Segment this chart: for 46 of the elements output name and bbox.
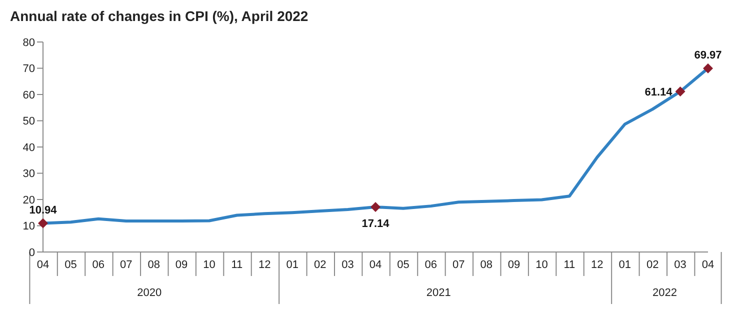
y-tick-label: 60 bbox=[22, 89, 35, 102]
x-tick-label: 09 bbox=[508, 259, 520, 271]
point bbox=[675, 86, 686, 97]
y-tick-label: 10 bbox=[22, 220, 35, 233]
x-tick-label: 07 bbox=[120, 259, 132, 271]
x-tick-label: 06 bbox=[92, 259, 105, 271]
point bbox=[38, 218, 48, 228]
y-tick-label: 20 bbox=[22, 194, 35, 206]
x-tick-label: 01 bbox=[286, 259, 298, 271]
y-tick-label: 70 bbox=[22, 63, 35, 76]
data-label: 10.94 bbox=[29, 204, 58, 216]
text: 2021 bbox=[426, 287, 451, 299]
point bbox=[370, 202, 380, 212]
x-tick-label: 03 bbox=[674, 259, 686, 271]
x-tick-label: 02 bbox=[314, 259, 326, 271]
text: 2020 bbox=[137, 287, 162, 299]
x-tick-label: 03 bbox=[342, 259, 354, 271]
x-tick-label: 04 bbox=[369, 259, 382, 271]
x-tick-label: 04 bbox=[36, 259, 50, 271]
x-tick-label: 08 bbox=[480, 259, 492, 271]
y-tick-label: 0 bbox=[28, 246, 35, 259]
y-tick-label: 80 bbox=[22, 36, 35, 49]
x-tick-label: 05 bbox=[397, 259, 410, 271]
chart-title: Annual rate of changes in CPI (%), April 2022 bbox=[10, 8, 308, 24]
data-label: 61.14 bbox=[644, 86, 674, 99]
x-tick-label: 12 bbox=[591, 259, 604, 271]
data-label: 17.14 bbox=[362, 218, 390, 230]
y-tick-label: 50 bbox=[22, 116, 35, 128]
text: 2022 bbox=[652, 287, 678, 299]
x-tick-label: 10 bbox=[536, 259, 548, 271]
y-tick-label: 30 bbox=[22, 168, 35, 180]
y-tick-label: 40 bbox=[22, 142, 35, 154]
x-tick-label: 09 bbox=[175, 259, 188, 271]
point bbox=[703, 63, 713, 74]
x-tick-label: 05 bbox=[64, 259, 77, 271]
x-tick-label: 06 bbox=[424, 259, 438, 271]
x-tick-label: 04 bbox=[702, 259, 714, 271]
x-tick-label: 10 bbox=[203, 259, 216, 271]
data-label: 69.97 bbox=[694, 49, 722, 62]
x-tick-label: 02 bbox=[646, 259, 659, 271]
x-tick-label: 11 bbox=[231, 259, 243, 271]
x-tick-label: 11 bbox=[564, 259, 576, 271]
x-tick-label: 07 bbox=[452, 259, 465, 271]
x-tick-label: 12 bbox=[258, 259, 271, 271]
x-tick-label: 08 bbox=[148, 259, 160, 271]
x-tick-label: 01 bbox=[618, 259, 631, 271]
